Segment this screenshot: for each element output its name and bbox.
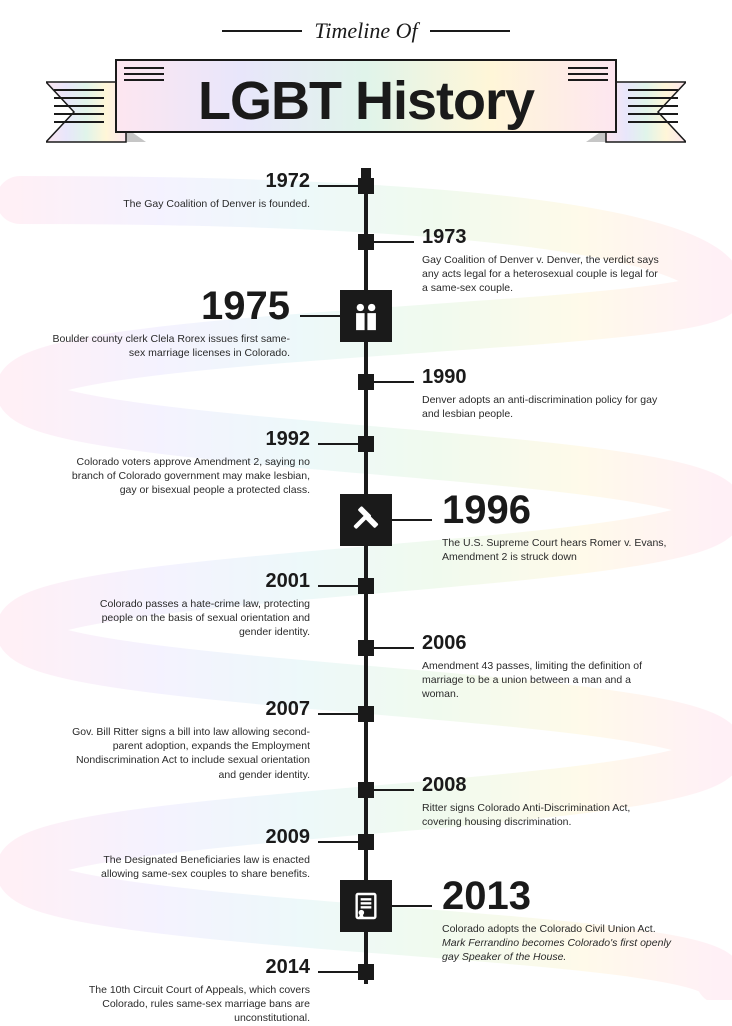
event-year: 1990 [422, 366, 662, 389]
timeline-connector [374, 241, 414, 243]
timeline-node [358, 436, 374, 452]
event-description: Gov. Bill Ritter signs a bill into law a… [70, 725, 310, 782]
subtitle-text: Timeline Of [314, 18, 417, 44]
event-description: Ritter signs Colorado Anti-Discriminatio… [422, 801, 662, 829]
event-content: 1973 Gay Coalition of Denver v. Denver, t… [422, 226, 662, 296]
event-description-italic: Mark Ferrandino becomes Colorado's first… [442, 937, 671, 963]
event-content: 2006 Amendment 43 passes, limiting the de… [422, 632, 662, 702]
event-description: The U.S. Supreme Court hears Romer v. Ev… [442, 536, 682, 564]
timeline-connector [318, 585, 358, 587]
timeline-connector [392, 905, 432, 907]
timeline-connector [318, 185, 358, 187]
timeline-node [358, 834, 374, 850]
event-content: 1990 Denver adopts an anti-discrimination… [422, 366, 662, 421]
timeline-connector [318, 443, 358, 445]
event-year: 2014 [70, 956, 310, 979]
subtitle-line-right [430, 30, 510, 32]
document-icon [340, 880, 392, 932]
subtitle-row: Timeline Of [0, 18, 732, 44]
event-year: 1972 [70, 170, 310, 193]
event-content: 2009 The Designated Beneficiaries law is … [70, 826, 310, 881]
event-description: Colorado voters approve Amendment 2, say… [70, 455, 310, 498]
timeline-node [358, 964, 374, 980]
event-content: 1972 The Gay Coalition of Denver is found… [70, 170, 310, 211]
event-year: 2013 [442, 876, 682, 916]
event-description: The Designated Beneficiaries law is enac… [70, 853, 310, 881]
event-year: 1996 [442, 490, 682, 530]
timeline-node [358, 178, 374, 194]
event-description: Denver adopts an anti-discrimination pol… [422, 393, 662, 421]
timeline-connector [318, 971, 358, 973]
event-description: The Gay Coalition of Denver is founded. [70, 197, 310, 211]
timeline-connector [318, 713, 358, 715]
timeline-node [358, 578, 374, 594]
event-year: 1975 [50, 286, 290, 326]
event-content: 1996 The U.S. Supreme Court hears Romer v… [442, 490, 682, 564]
subtitle-line-left [222, 30, 302, 32]
event-description: Colorado adopts the Colorado Civil Union… [442, 922, 682, 936]
timeline-connector [300, 315, 340, 317]
timeline: 1972The Gay Coalition of Denver is found… [0, 174, 732, 996]
event-description: Boulder county clerk Clela Rorex issues … [50, 332, 290, 360]
event-description: Amendment 43 passes, limiting the defini… [422, 659, 662, 702]
event-year: 1992 [70, 428, 310, 451]
event-year: 2009 [70, 826, 310, 849]
timeline-node [358, 782, 374, 798]
timeline-connector [318, 841, 358, 843]
event-content: 2007 Gov. Bill Ritter signs a bill into l… [70, 698, 310, 782]
event-content: 1992 Colorado voters approve Amendment 2,… [70, 428, 310, 498]
timeline-connector [374, 381, 414, 383]
timeline-connector [374, 789, 414, 791]
event-content: 2013 Colorado adopts the Colorado Civil U… [442, 876, 682, 965]
timeline-connector [374, 647, 414, 649]
event-year: 2007 [70, 698, 310, 721]
banner-title-text: LGBT History [198, 70, 534, 132]
timeline-node [358, 234, 374, 250]
event-year: 2001 [70, 570, 310, 593]
people-icon [340, 290, 392, 342]
gavel-icon [340, 494, 392, 546]
header: Timeline Of [0, 0, 732, 152]
timeline-node [358, 374, 374, 390]
timeline-connector [392, 519, 432, 521]
title-banner: LGBT History [46, 52, 686, 152]
event-year: 1973 [422, 226, 662, 249]
event-description: The 10th Circuit Court of Appeals, which… [70, 983, 310, 1026]
timeline-node [358, 640, 374, 656]
event-year: 2006 [422, 632, 662, 655]
event-content: 2001 Colorado passes a hate-crime law, pr… [70, 570, 310, 640]
timeline-node [358, 706, 374, 722]
event-year: 2008 [422, 774, 662, 797]
event-content: 2008 Ritter signs Colorado Anti-Discrimin… [422, 774, 662, 829]
event-content: 1975 Boulder county clerk Clela Rorex iss… [50, 286, 290, 360]
event-content: 2014 The 10th Circuit Court of Appeals, w… [70, 956, 310, 1026]
event-description: Gay Coalition of Denver v. Denver, the v… [422, 253, 662, 296]
event-description: Colorado passes a hate-crime law, protec… [70, 597, 310, 640]
